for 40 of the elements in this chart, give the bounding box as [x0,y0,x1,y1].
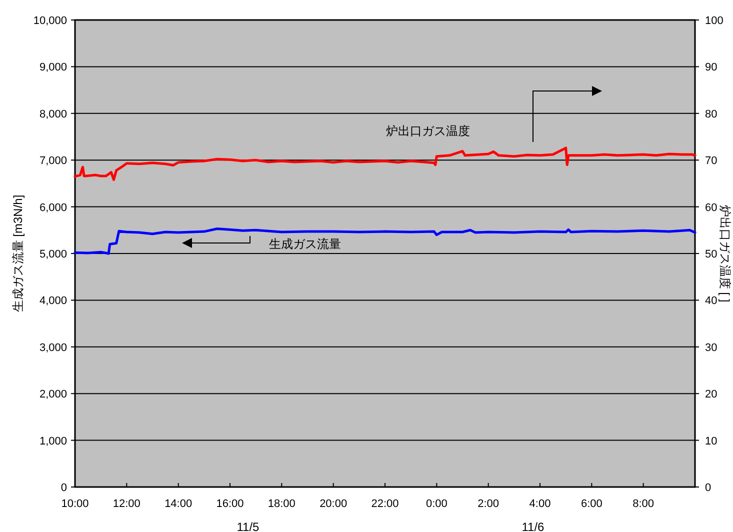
y2-axis-title: 炉出口ガス温度 [ ] [718,204,732,302]
y-tick-label: 8,000 [39,108,67,120]
y-tick-label: 1,000 [39,435,67,448]
y2-tick-label: 70 [705,155,718,168]
y2-tick-label: 100 [705,15,724,27]
y2-tick-label: 10 [705,435,718,448]
y-tick-label: 4,000 [39,295,67,308]
y-axis-title: 生成ガス流量 [m3N/h] [11,194,25,312]
x-tick-label: 10:00 [61,498,89,510]
y2-tick-label: 30 [705,342,718,354]
text: 11/5 [236,520,260,532]
x-tick-label: 8:00 [632,498,654,510]
y2-tick-label: 0 [705,482,712,494]
y2-tick-label: 50 [705,248,718,260]
y-tick-label: 9,000 [39,62,67,74]
y-tick-label: 5,000 [39,248,67,260]
series-label: 炉出口ガス温度 [386,124,470,138]
y-tick-label: 6,000 [39,202,67,214]
y-tick-label: 0 [60,482,67,494]
x-tick-label: 18:00 [268,498,296,510]
x-tick-label: 14:00 [164,498,192,510]
series-label: 生成ガス流量 [269,237,341,251]
text: 11/6 [522,520,545,532]
y2-tick-label: 60 [705,202,718,214]
y-tick-label: 7,000 [39,155,67,168]
y2-tick-label: 80 [705,108,718,120]
x-tick-label: 20:00 [320,498,348,510]
y-tick-label: 10,000 [33,15,67,27]
y2-tick-label: 40 [705,295,718,308]
x-tick-label: 2:00 [478,498,500,510]
y2-tick-label: 20 [705,388,718,401]
x-tick-label: 22:00 [371,498,399,510]
x-tick-label: 6:00 [580,498,602,510]
x-tick-label: 0:00 [426,498,448,510]
y2-tick-label: 90 [705,62,718,74]
y-tick-label: 2,000 [39,388,67,401]
x-tick-label: 4:00 [529,498,551,510]
x-tick-label: 16:00 [216,498,244,510]
x-tick-label: 12:00 [112,498,140,510]
y-tick-label: 3,000 [39,342,67,354]
